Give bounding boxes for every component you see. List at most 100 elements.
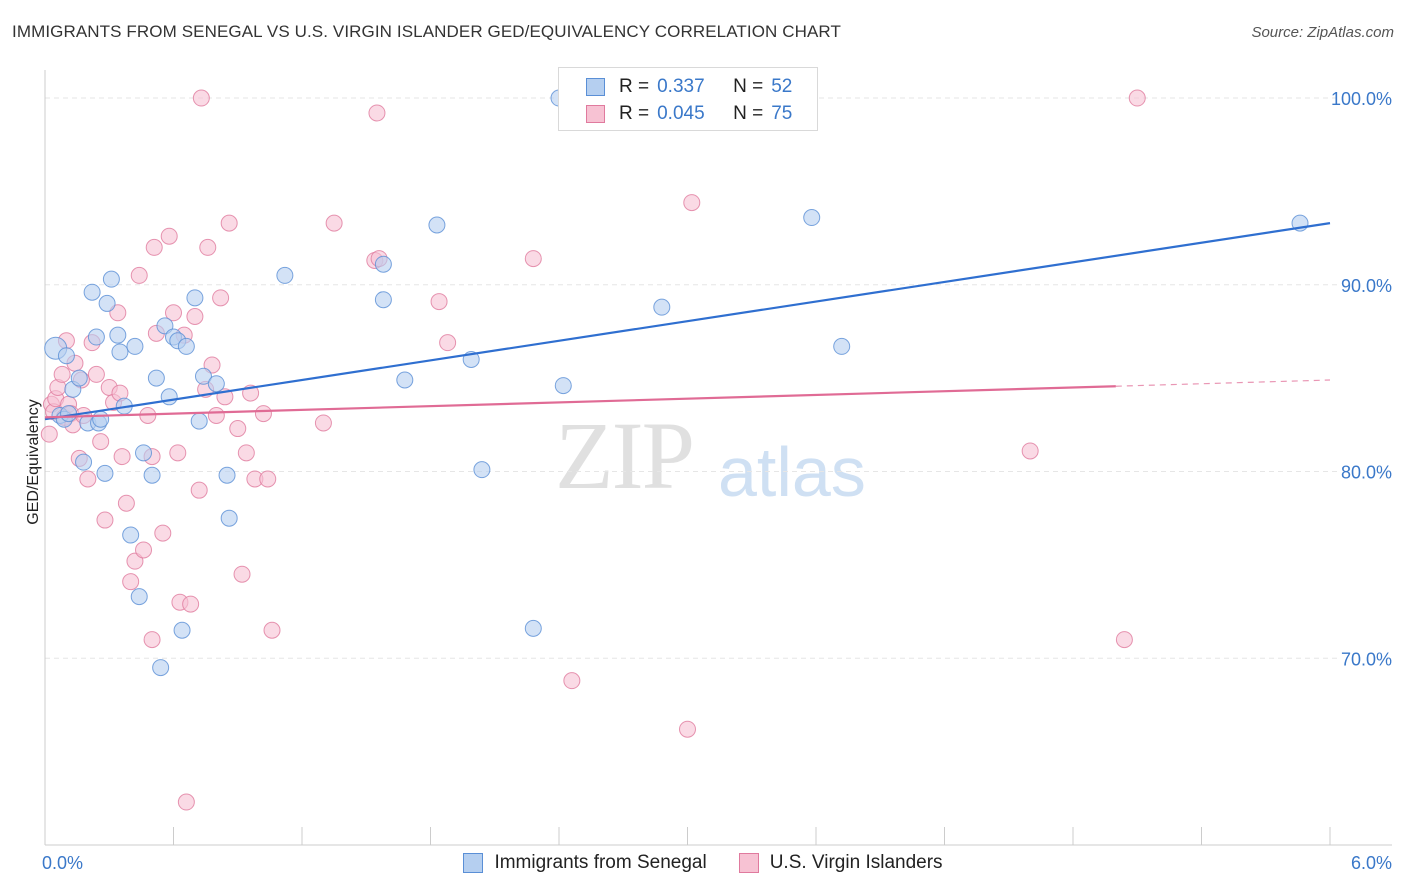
r-label: R =	[619, 103, 650, 124]
trendline-senegal	[44, 222, 1331, 421]
n-label: N =	[733, 103, 764, 124]
point-senegal	[83, 283, 101, 301]
point-senegal	[57, 347, 75, 365]
watermark-zip: ZIP	[555, 402, 695, 509]
point-virgin-islanders	[192, 89, 210, 107]
point-virgin-islanders	[325, 214, 343, 232]
point-senegal	[87, 328, 105, 346]
point-senegal	[428, 216, 446, 234]
legend-item-senegal[interactable]: Immigrants from Senegal	[463, 852, 707, 874]
legend-label-virgin-islanders: U.S. Virgin Islanders	[769, 852, 943, 873]
point-senegal	[833, 337, 851, 355]
point-virgin-islanders	[130, 266, 148, 284]
point-virgin-islanders	[229, 420, 247, 438]
point-virgin-islanders	[126, 552, 144, 570]
point-senegal	[111, 343, 129, 361]
point-virgin-islanders	[254, 405, 272, 423]
point-senegal	[70, 369, 88, 387]
point-virgin-islanders	[237, 444, 255, 462]
y-tick-label: 70.0%	[1341, 649, 1392, 669]
point-virgin-islanders	[263, 621, 281, 639]
point-virgin-islanders	[117, 494, 135, 512]
point-senegal	[130, 588, 148, 606]
point-virgin-islanders	[165, 304, 182, 322]
point-virgin-islanders	[92, 433, 110, 451]
x-tick-label: 0.0%	[42, 853, 83, 873]
point-senegal	[126, 337, 144, 355]
point-virgin-islanders	[368, 104, 386, 122]
point-senegal	[60, 405, 78, 423]
point-virgin-islanders	[122, 573, 140, 591]
point-senegal	[276, 266, 294, 284]
point-virgin-islanders	[314, 414, 332, 432]
stats-row-senegal: R = 0.337 N = 52	[586, 75, 792, 99]
point-virgin-islanders	[1128, 89, 1146, 107]
point-virgin-islanders	[53, 365, 71, 383]
legend-label-senegal: Immigrants from Senegal	[494, 852, 707, 873]
point-virgin-islanders	[109, 304, 127, 322]
y-tick-label: 90.0%	[1341, 276, 1392, 296]
chart-source: Source: ZipAtlas.com	[1251, 24, 1394, 41]
blue-swatch-icon	[586, 78, 605, 96]
point-virgin-islanders	[259, 470, 277, 488]
point-senegal	[653, 298, 671, 316]
point-senegal	[92, 410, 110, 428]
point-senegal	[98, 294, 116, 312]
point-virgin-islanders	[683, 194, 701, 212]
point-virgin-islanders	[1115, 631, 1133, 649]
point-senegal	[803, 209, 821, 227]
point-senegal	[96, 464, 114, 482]
point-virgin-islanders	[679, 720, 696, 738]
chart-title: IMMIGRANTS FROM SENEGAL VS U.S. VIRGIN I…	[12, 22, 841, 41]
point-virgin-islanders	[439, 334, 457, 352]
point-virgin-islanders	[207, 406, 225, 424]
pink-swatch-icon	[738, 853, 759, 873]
point-virgin-islanders	[160, 227, 178, 245]
point-virgin-islanders	[190, 481, 208, 499]
point-senegal	[102, 270, 120, 288]
y-tick-label: 80.0%	[1341, 463, 1392, 483]
point-virgin-islanders	[177, 793, 195, 811]
point-senegal	[177, 337, 195, 355]
r-value: 0.045	[657, 103, 705, 124]
blue-swatch-icon	[463, 853, 484, 873]
point-senegal	[524, 619, 542, 637]
point-virgin-islanders	[135, 541, 153, 559]
point-virgin-islanders	[145, 238, 163, 256]
point-virgin-islanders	[87, 365, 105, 383]
point-senegal	[396, 371, 414, 389]
point-senegal	[122, 526, 140, 544]
point-virgin-islanders	[233, 565, 251, 583]
point-virgin-islanders	[182, 595, 200, 613]
point-virgin-islanders	[524, 250, 542, 268]
point-senegal	[143, 466, 161, 484]
point-senegal	[147, 369, 165, 387]
point-senegal	[109, 326, 127, 344]
point-senegal	[218, 466, 236, 484]
point-virgin-islanders	[154, 524, 172, 542]
point-senegal	[473, 461, 491, 479]
point-senegal	[374, 255, 392, 273]
n-value: 75	[771, 103, 793, 124]
n-label: N =	[733, 76, 764, 97]
y-tick-label: 100.0%	[1331, 89, 1392, 109]
point-virgin-islanders	[563, 672, 581, 690]
point-virgin-islanders	[212, 289, 230, 307]
point-senegal	[152, 659, 170, 677]
point-virgin-islanders	[113, 448, 131, 466]
point-virgin-islanders	[96, 511, 114, 529]
point-senegal	[186, 289, 204, 307]
point-senegal	[190, 412, 208, 430]
x-tick-label: 6.0%	[1351, 853, 1392, 873]
series-legend: Immigrants from Senegal U.S. Virgin Isla…	[0, 852, 1406, 874]
point-senegal	[554, 377, 572, 395]
point-virgin-islanders	[169, 444, 187, 462]
point-virgin-islanders	[430, 293, 448, 311]
point-senegal	[156, 317, 174, 335]
point-senegal	[75, 453, 93, 471]
r-label: R =	[619, 76, 650, 97]
point-senegal	[160, 388, 178, 406]
point-senegal	[194, 367, 212, 385]
legend-item-virgin-islanders[interactable]: U.S. Virgin Islanders	[738, 852, 943, 874]
